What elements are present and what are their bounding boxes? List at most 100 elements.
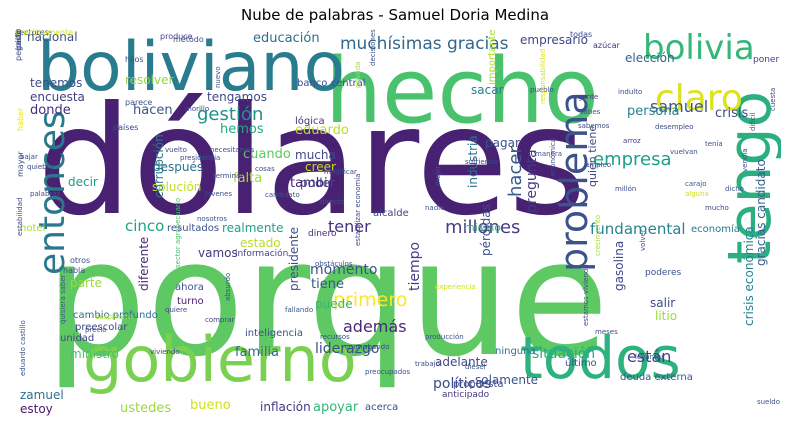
cloud-word: precio — [85, 326, 107, 334]
cloud-word: hacen — [133, 103, 173, 118]
cloud-word: gobierno — [83, 323, 357, 396]
cloud-word: apoyar — [313, 400, 359, 415]
cloud-word: haber — [16, 107, 25, 131]
cloud-word: empresa — [593, 149, 672, 170]
cloud-word: producción — [425, 333, 464, 341]
cloud-word: diferente — [137, 236, 151, 291]
cloud-word: todos — [520, 324, 681, 392]
cloud-word: están — [627, 347, 672, 366]
cloud-word: viviendo — [150, 348, 180, 356]
cloud-word: turno — [177, 296, 204, 307]
cloud-word: hemos — [220, 122, 264, 137]
cloud-word: comprar — [205, 316, 235, 324]
cloud-word: produce — [160, 32, 193, 41]
cloud-word: gente — [578, 93, 599, 101]
cloud-word: estamos viviendo — [582, 264, 590, 326]
cloud-word: tenía — [705, 140, 723, 148]
cloud-word: alcalde — [373, 208, 409, 219]
cloud-word: sectores — [15, 29, 49, 37]
cloud-word: mismo — [464, 221, 501, 234]
cloud-word: propuesta — [453, 379, 504, 390]
cloud-word: poder — [300, 176, 335, 190]
cloud-word: recursos — [320, 333, 350, 341]
cloud-word: desempleo — [655, 123, 694, 131]
cloud-word: parte — [70, 276, 102, 290]
cloud-word: ministro — [70, 347, 119, 361]
cloud-word: azúcar — [593, 41, 620, 50]
cloud-word: sacar — [471, 83, 504, 97]
cloud-word: practicamente — [15, 29, 74, 37]
cloud-word: nosotros — [197, 215, 228, 223]
cloud-word: indulto — [618, 88, 643, 96]
cloud-word: empleo — [585, 161, 612, 169]
cloud-word: información — [235, 249, 289, 259]
cloud-word: anticipado — [442, 390, 490, 400]
cloud-word: decisiones — [369, 29, 377, 66]
cloud-word: inteligencia — [245, 328, 303, 339]
cloud-word: gasolina — [612, 240, 626, 291]
cloud-word: parece — [125, 98, 153, 107]
cloud-word: absurdo — [224, 272, 232, 301]
cloud-word: resultados — [167, 223, 220, 234]
cloud-word: familia — [235, 345, 280, 360]
cloud-word: habla — [63, 266, 86, 275]
cloud-word: puede — [315, 297, 353, 311]
cloud-word: difícil — [749, 112, 757, 131]
cloud-word: último — [565, 358, 597, 369]
cloud-word: pregunta — [524, 149, 540, 213]
cloud-word: quisiera saber — [59, 274, 67, 324]
cloud-word: dinero — [308, 229, 337, 239]
cloud-word: pagar — [485, 136, 520, 150]
cloud-word: fallando — [285, 306, 314, 314]
cloud-word: claro — [655, 78, 743, 119]
cloud-word: ustedes — [120, 401, 172, 416]
cloud-word: necesitamos — [210, 146, 255, 154]
cloud-word: eduardo — [295, 123, 349, 138]
cloud-word: economía — [691, 224, 740, 235]
cloud-word: preocupados — [365, 368, 411, 376]
cloud-word: encuesta — [30, 90, 85, 104]
cloud-word: nuevo — [214, 66, 222, 88]
cloud-word: palabras — [30, 190, 61, 198]
cloud-word: eduardo castillo — [19, 320, 27, 376]
cloud-word: bueno — [190, 398, 231, 413]
cloud-word: pérdidas — [479, 204, 493, 256]
cloud-word: cinco — [125, 217, 165, 235]
cloud-word: estabilidad — [16, 197, 24, 236]
cloud-word: ahora — [175, 282, 204, 293]
cloud-word: samuel — [650, 97, 709, 116]
cloud-word: pueblo — [530, 86, 554, 94]
cloud-word: preescolar — [75, 322, 128, 333]
cloud-word: crisis económica — [742, 226, 756, 326]
cloud-word: realmente — [222, 221, 284, 235]
cloud-word: solamente — [475, 373, 539, 387]
cloud-word: vendía — [741, 148, 749, 172]
cloud-word: quién tiene — [586, 124, 599, 187]
cloud-word: además — [343, 317, 407, 336]
cloud-word: quiere — [165, 306, 188, 314]
cloud-word: liderazgo — [315, 341, 380, 357]
cloud-word: millones — [445, 217, 521, 238]
cloud-word: contrabando — [345, 343, 390, 351]
cloud-word: presidencia — [180, 154, 221, 162]
cloud-word: elección — [625, 51, 675, 65]
cloud-word: bajar — [20, 153, 38, 161]
cloud-word: hecho — [325, 39, 599, 144]
cloud-word: tener — [328, 217, 371, 236]
cloud-word: fundamental — [590, 220, 686, 238]
cloud-word: trabajo — [415, 360, 440, 368]
cloud-word: después — [153, 160, 204, 174]
cloud-word: creer — [305, 160, 336, 174]
cloud-word: terminar — [213, 172, 244, 180]
cloud-word: cambio profundo — [73, 310, 158, 321]
cloud-word: otros — [70, 256, 91, 265]
cloud-word: porque — [45, 205, 609, 392]
cloud-word: decir — [68, 175, 98, 189]
cloud-word: adelante — [435, 355, 488, 369]
cloud-word: jóvenes — [205, 190, 233, 198]
cloud-word: hacer — [505, 146, 526, 197]
cloud-word: mejor — [434, 165, 442, 186]
cloud-word: políticos — [433, 376, 492, 392]
cloud-word: despilfarro — [95, 313, 133, 321]
cloud-word: tiempo — [407, 241, 423, 291]
